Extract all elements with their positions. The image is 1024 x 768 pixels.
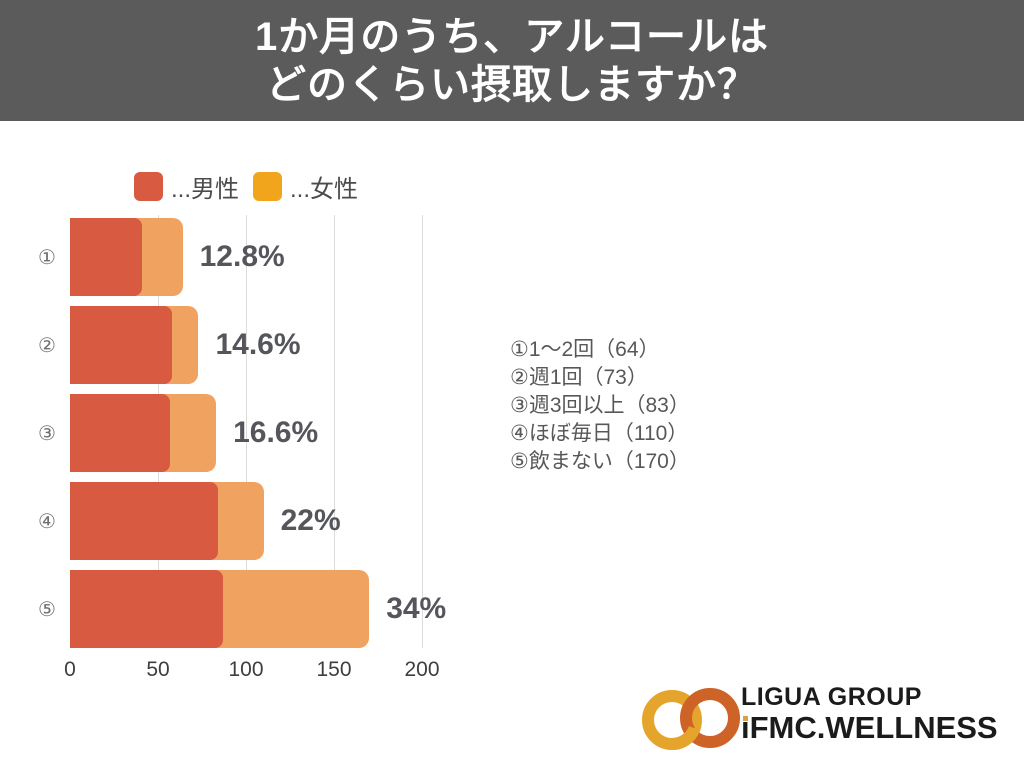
category-label: ⑤: [38, 598, 56, 621]
x-tick-label: 50: [146, 658, 170, 681]
bar-male-segment: [70, 570, 224, 648]
gridline-150: [334, 215, 335, 648]
legend-item-female: ...女性: [253, 169, 358, 204]
bar-male-segment: [70, 482, 218, 560]
legend-female-label: ...女性: [290, 175, 359, 203]
interlocking-rings-icon: [642, 688, 740, 750]
category-label: ③: [38, 422, 56, 445]
percent-label: 12.8%: [199, 240, 285, 273]
percent-label: 22%: [280, 504, 341, 537]
stacked-bar: [70, 570, 370, 648]
logo-brand-rest: FMC.WELLNESS: [749, 710, 998, 745]
legend-item-male: ...男性: [134, 169, 239, 204]
stacked-bar: [70, 218, 183, 296]
bar-male-segment: [70, 218, 143, 296]
bar-male-segment: [70, 306, 173, 384]
legend-male-label: ...男性: [171, 175, 240, 203]
category-annotations: ①1〜2回（64） ②週1回（73） ③週3回以上（83） ④ほぼ毎日（110） ⑤飲ま…: [510, 336, 690, 476]
annotation-line: ④ほぼ毎日（110）: [510, 422, 689, 445]
annotation-line: ③週3回以上（83）: [510, 394, 690, 417]
x-tick-label: 200: [404, 658, 440, 681]
bar-row: ⑤ 34%: [38, 570, 670, 648]
x-tick-label: 0: [64, 658, 76, 681]
bar-row: ① 12.8%: [38, 218, 670, 296]
x-tick-label: 100: [228, 658, 264, 681]
percent-label: 14.6%: [215, 328, 301, 361]
male-color-swatch: [134, 171, 163, 201]
bar-row: ② 14.6%: [38, 306, 670, 384]
logo-brand-name: ıFMC.WELLNESS: [741, 711, 998, 745]
gridline-100: [246, 215, 247, 648]
stacked-bar: [70, 306, 199, 384]
gridline-200: [422, 215, 423, 648]
bar-rows: ① 12.8% ② 14.6% ③ 16.6% ④ 22% ⑤ 34%: [38, 218, 670, 658]
logo-text: LIGUA GROUP ıFMC.WELLNESS: [741, 683, 998, 745]
company-logo: LIGUA GROUP ıFMC.WELLNESS: [638, 682, 1024, 762]
stacked-bar: [70, 394, 217, 472]
x-tick-label: 150: [316, 658, 352, 681]
title-banner: 1か月のうち、アルコールは どのくらい摂取しますか？: [0, 0, 1024, 121]
bar-row: ③ 16.6%: [38, 394, 670, 472]
page-title-line2: どのくらい摂取しますか？: [266, 62, 758, 107]
bar-row: ④ 22%: [38, 482, 670, 560]
annotation-line: ⑤飲まない（170）: [510, 450, 690, 473]
bar-male-segment: [70, 394, 171, 472]
category-label: ①: [38, 246, 56, 269]
stacked-bar: [70, 482, 264, 560]
bar-chart-plot: ① 12.8% ② 14.6% ③ 16.6% ④ 22% ⑤ 34% 0 50 100 150 200: [38, 215, 446, 681]
percent-label: 16.6%: [233, 416, 319, 449]
category-label: ②: [38, 334, 56, 357]
category-label: ④: [38, 510, 56, 533]
logo-group-name: LIGUA GROUP: [741, 683, 922, 711]
x-axis: 0 50 100 150 200: [64, 658, 439, 684]
chart-legend: ...男性 ...女性: [134, 169, 358, 204]
annotation-line: ①1〜2回（64）: [510, 338, 660, 361]
percent-label: 34%: [386, 592, 447, 625]
annotation-line: ②週1回（73）: [510, 366, 648, 389]
female-color-swatch: [253, 171, 283, 201]
page-title-line1: 1か月のうち、アルコールは: [254, 14, 770, 59]
logo-brand-i: ı: [741, 710, 750, 745]
